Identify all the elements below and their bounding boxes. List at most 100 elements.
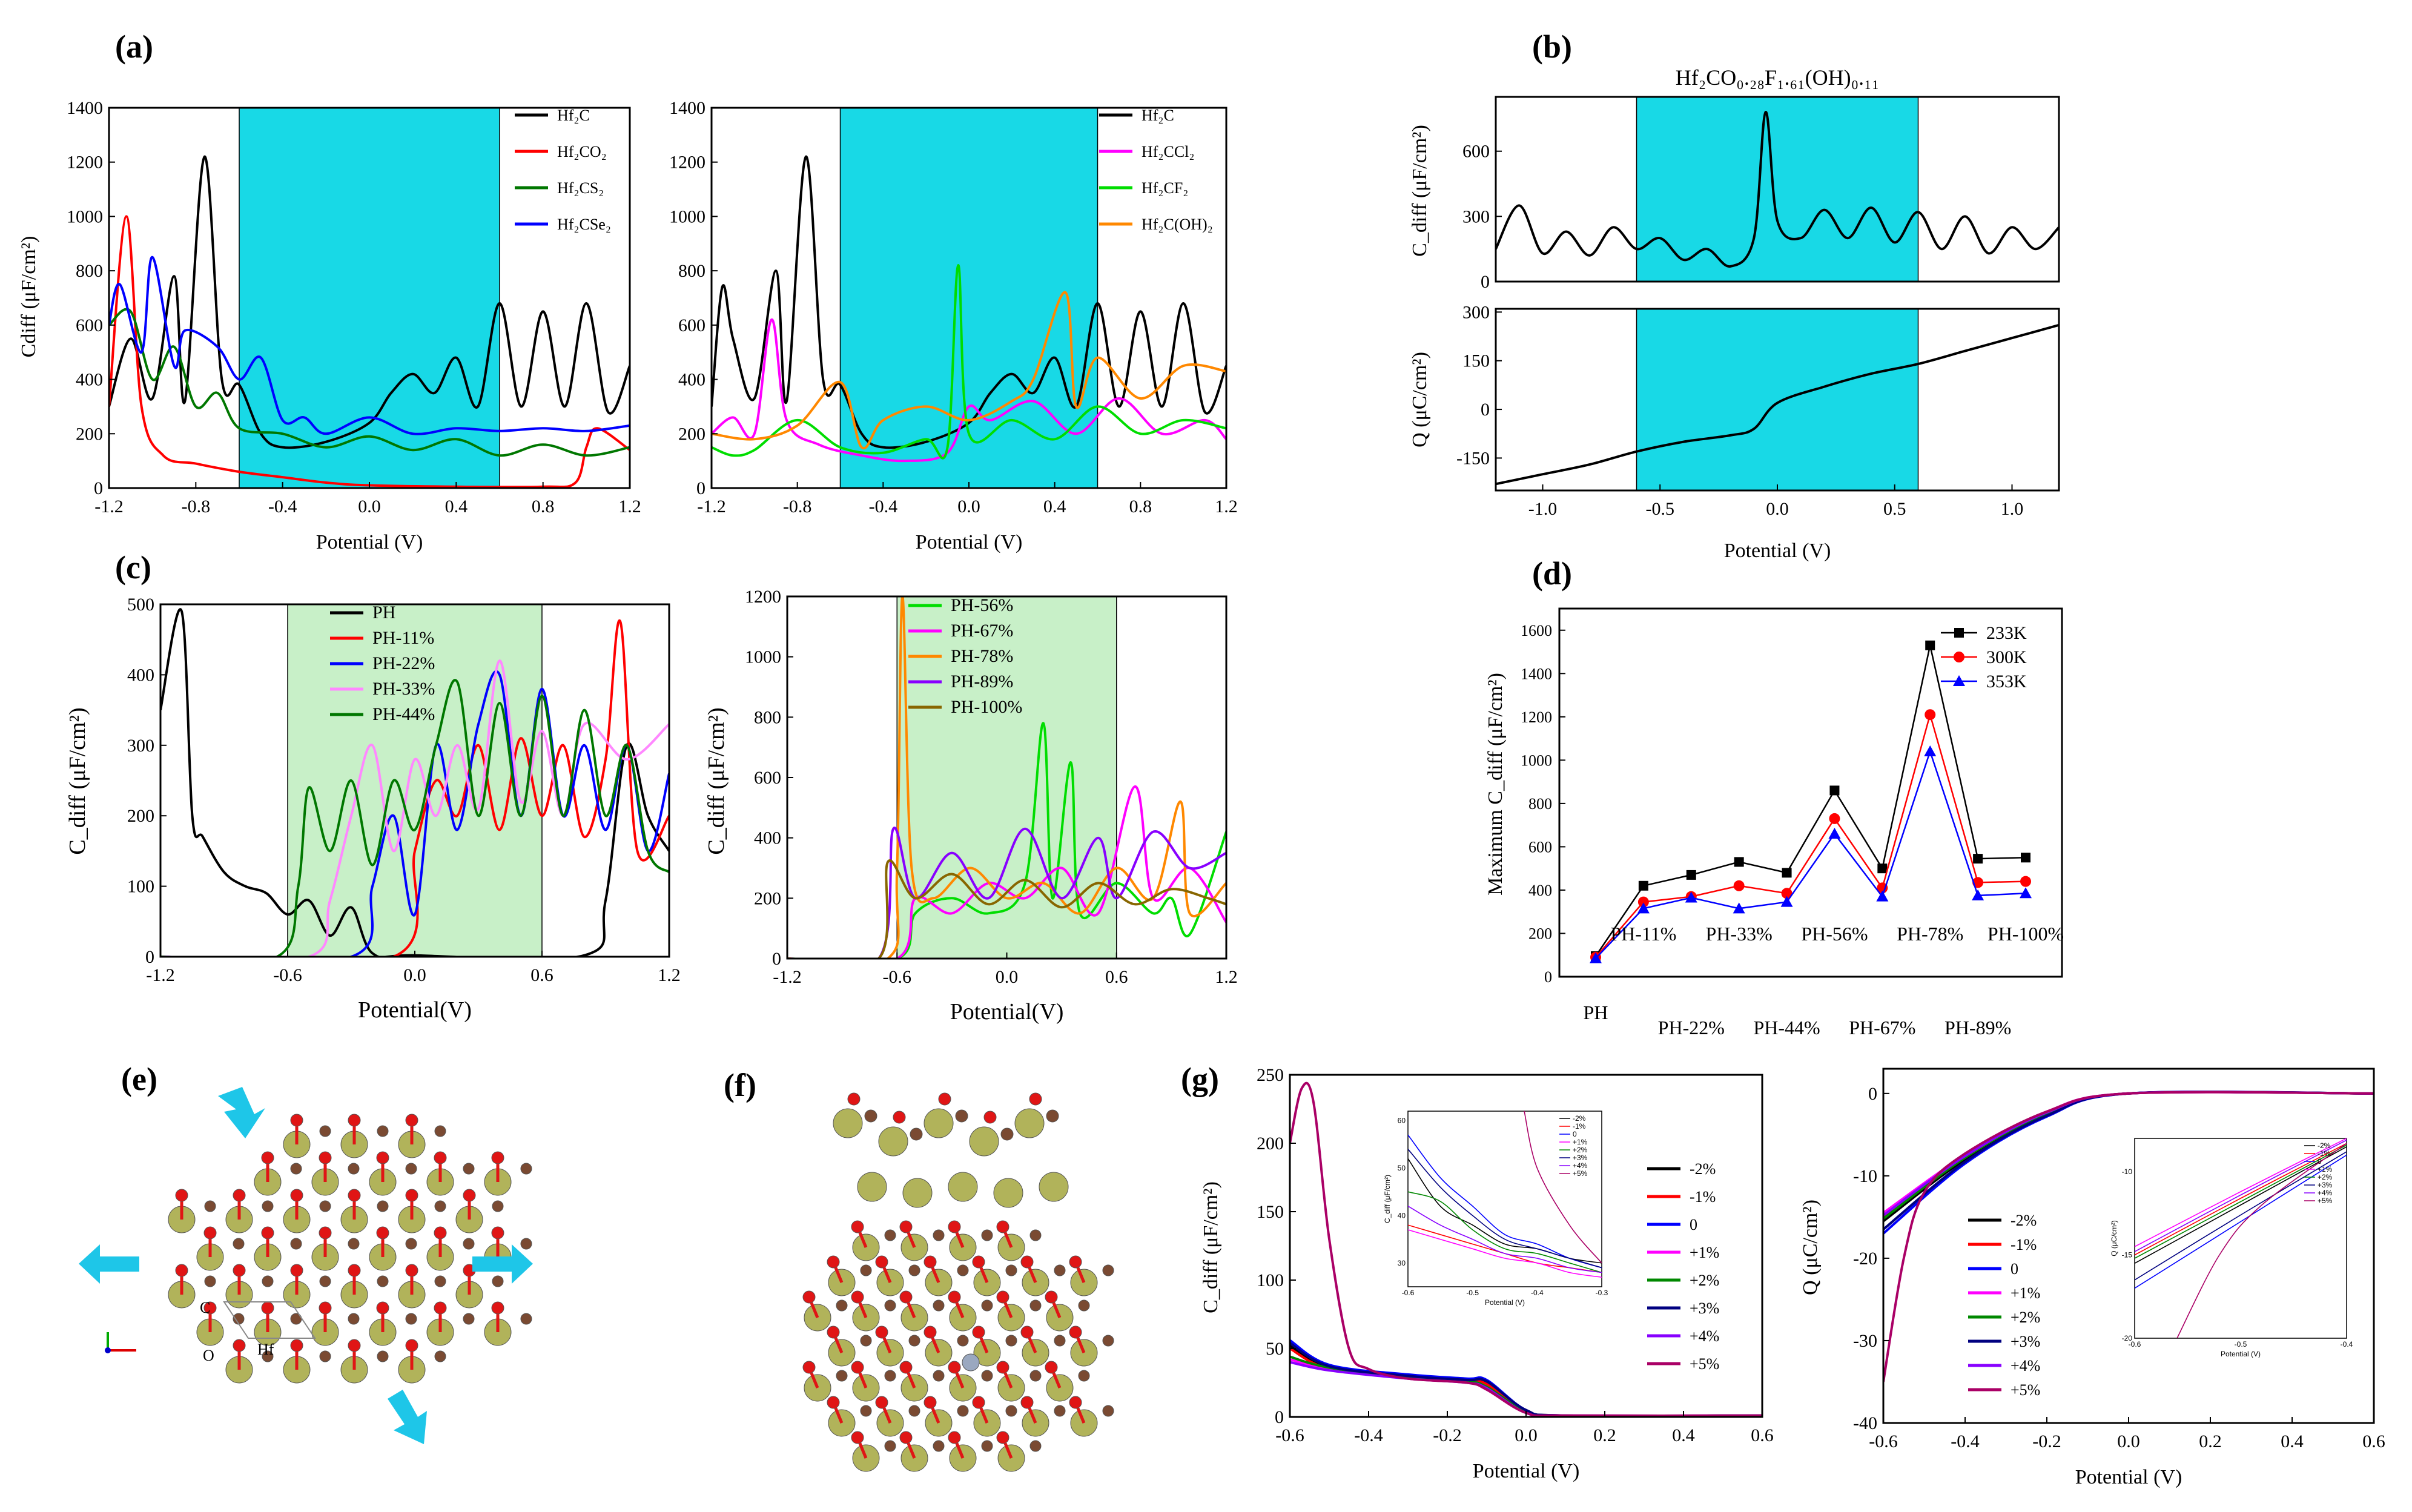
y-tick-label: 600 xyxy=(678,315,705,335)
x-tick-label: -1.0 xyxy=(1528,499,1558,519)
o-atom xyxy=(376,1151,389,1164)
hf-atom xyxy=(878,1126,908,1157)
inset-g1_inset: -0.6 -0.5 -0.4 -0.3 30 40 50 60 Potential (V) C_d… xyxy=(1383,1111,1608,1307)
series-group xyxy=(1290,1081,1762,1417)
legend-label: +2% xyxy=(1690,1272,1719,1289)
c-atom xyxy=(933,1370,945,1382)
c-atom xyxy=(1078,1299,1090,1312)
o-atom xyxy=(434,1151,447,1164)
y-tick-label: 400 xyxy=(1528,882,1552,899)
inset-y-tick: 60 xyxy=(1398,1117,1406,1125)
x-tick-label: 0.4 xyxy=(1672,1425,1695,1445)
data-point-233K xyxy=(1686,870,1696,880)
inset-line xyxy=(1408,1206,1602,1273)
c-atom xyxy=(884,1299,896,1312)
data-point-300K xyxy=(1637,896,1649,908)
inset-legend-label: +5% xyxy=(2318,1197,2333,1205)
inset-legend-label: -2% xyxy=(2318,1141,2331,1150)
o-atom xyxy=(290,1339,303,1352)
x-tick-label: 1.2 xyxy=(1215,497,1238,517)
y-tick-label: 1200 xyxy=(67,153,103,173)
series-line-Hf₂CSe₂ xyxy=(109,256,630,435)
y-axis-label: Maximum C_diff (μF/cm²) xyxy=(1484,673,1507,896)
hf-atom xyxy=(1039,1172,1069,1202)
strain-arrow-icon xyxy=(218,1087,265,1138)
o-atom xyxy=(1069,1255,1082,1269)
o-atom xyxy=(290,1114,303,1127)
c-atom xyxy=(933,1229,945,1241)
inset-legend-label: +3% xyxy=(1573,1154,1588,1162)
c-atom xyxy=(933,1299,945,1312)
inset-line xyxy=(1408,1191,1602,1273)
e-lattice xyxy=(168,1114,532,1384)
y-tick-label: 600 xyxy=(1462,142,1490,162)
y-tick-label: 1000 xyxy=(1521,751,1552,769)
x-tick-label: -0.8 xyxy=(182,497,211,517)
plot-frame xyxy=(1495,96,2060,283)
legend-label: +5% xyxy=(2011,1381,2040,1399)
legend-label: -1% xyxy=(2011,1236,2037,1253)
x-tick-label: -0.8 xyxy=(783,497,812,517)
inset-legend-label: +1% xyxy=(2318,1165,2333,1174)
chart-a1: -1.2 -0.8 -0.4 0.0 0.4 0.8 1.2 0 200 400 600 800 100… xyxy=(18,98,641,553)
y-tick-label: 800 xyxy=(1528,795,1552,813)
legend-label: Hf₂CS₂ xyxy=(557,179,604,197)
c-atom xyxy=(1102,1405,1114,1417)
y-axis-label: C_diff (μF/cm²) xyxy=(704,707,729,854)
x-tick-label: 0.0 xyxy=(1766,499,1789,519)
x-tick-label: 0.4 xyxy=(445,497,468,517)
x-tick-label: 0.6 xyxy=(530,965,553,985)
o-atom xyxy=(983,1111,997,1124)
c-atom xyxy=(860,1405,872,1417)
x-tick-label: -0.6 xyxy=(273,965,302,985)
x-axis-label: Potential (V) xyxy=(2075,1466,2182,1488)
y-tick-label: 150 xyxy=(1462,351,1490,371)
plot-background xyxy=(1558,607,2063,978)
c-atom xyxy=(348,1163,360,1175)
y-axis-label: Q (μC/cm²) xyxy=(1799,1200,1822,1295)
o-atom xyxy=(261,1301,274,1315)
inset-y-tick: 40 xyxy=(1398,1211,1406,1220)
x-tick-label: 0.4 xyxy=(1043,497,1066,517)
o-atom xyxy=(348,1114,361,1127)
y-tick-label: 600 xyxy=(1528,838,1552,856)
o-atom xyxy=(1020,1255,1034,1269)
inset-y-tick: -15 xyxy=(2122,1251,2133,1259)
o-atom xyxy=(938,1092,951,1106)
inset-y-label: C_diff (μF/cm²) xyxy=(1383,1175,1392,1223)
inset-line xyxy=(2135,1138,2347,1247)
c-atom xyxy=(204,1200,216,1212)
panel-label-d: (d) xyxy=(1532,555,1572,592)
o-atom xyxy=(996,1290,1009,1304)
c-atom xyxy=(377,1200,389,1212)
strain-arrow-icon xyxy=(79,1244,139,1284)
y-tick-label: 0 xyxy=(1481,272,1490,292)
x-tick-label: -1.2 xyxy=(146,965,175,985)
y-tick-label: 200 xyxy=(754,888,781,908)
legend-label: Hf₂C xyxy=(557,107,590,124)
y-tick-label: 0 xyxy=(94,478,103,498)
y-tick-label: 150 xyxy=(1257,1202,1284,1222)
series-line-Hf₂CF₂ xyxy=(712,264,1226,460)
legend-label: -1% xyxy=(1690,1188,1716,1206)
inset-x-tick: -0.5 xyxy=(1466,1289,1479,1297)
y-axis-label: C_diff (μF/cm²) xyxy=(65,707,90,854)
data-point-300K xyxy=(1829,813,1840,824)
y-tick-label: 300 xyxy=(1462,302,1490,322)
o-atom xyxy=(851,1220,864,1233)
legend-label: Hf₂CF₂ xyxy=(1142,179,1188,197)
y-tick-label: 0 xyxy=(1544,968,1552,986)
y-tick-label: 300 xyxy=(127,736,154,756)
c-atom xyxy=(377,1275,389,1287)
series-line-300K xyxy=(1595,711,2026,958)
series-line-PH-11% xyxy=(160,619,669,957)
c-atom xyxy=(520,1238,532,1250)
series-group xyxy=(160,608,669,957)
inset-x-tick: -0.4 xyxy=(1531,1289,1544,1297)
o-atom xyxy=(851,1361,864,1374)
y-tick-label: 0 xyxy=(772,949,781,969)
o-atom xyxy=(1045,1290,1058,1304)
inset-x-label: Potential (V) xyxy=(2221,1350,2261,1358)
series-line-0 xyxy=(1290,1339,1762,1417)
c-atom xyxy=(860,1335,872,1347)
